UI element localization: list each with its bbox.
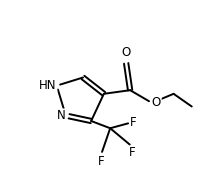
Text: N: N [57, 109, 66, 122]
Text: O: O [152, 96, 161, 109]
Text: O: O [121, 46, 130, 59]
Text: F: F [98, 155, 104, 167]
Text: F: F [129, 146, 135, 159]
Text: F: F [130, 116, 137, 129]
Text: HN: HN [39, 79, 57, 92]
